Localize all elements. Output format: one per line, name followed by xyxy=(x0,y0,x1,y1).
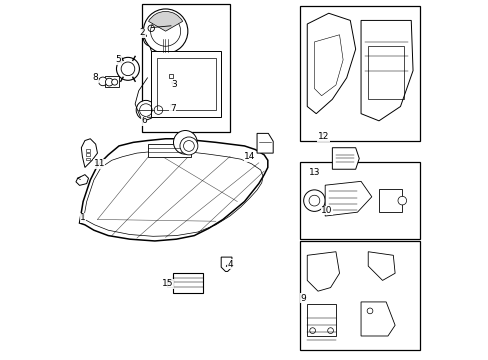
Text: 7: 7 xyxy=(169,104,175,113)
Text: 9: 9 xyxy=(300,294,306,303)
Circle shape xyxy=(143,31,159,46)
Polygon shape xyxy=(306,304,335,336)
Circle shape xyxy=(303,190,325,211)
Bar xyxy=(142,4,230,132)
Text: 8: 8 xyxy=(93,73,99,82)
Bar xyxy=(300,241,419,350)
Text: 1: 1 xyxy=(80,213,86,222)
Polygon shape xyxy=(81,139,97,167)
Text: 2: 2 xyxy=(139,28,145,37)
Polygon shape xyxy=(378,189,402,212)
Circle shape xyxy=(99,77,107,86)
Polygon shape xyxy=(360,302,394,336)
Bar xyxy=(86,158,90,160)
Text: 4: 4 xyxy=(227,260,232,269)
Bar xyxy=(168,74,173,78)
Polygon shape xyxy=(325,181,371,216)
Text: 6: 6 xyxy=(141,116,147,125)
Polygon shape xyxy=(76,175,88,185)
Polygon shape xyxy=(332,148,359,169)
Bar xyxy=(86,153,90,156)
Bar xyxy=(86,149,90,152)
Bar xyxy=(156,58,215,110)
Polygon shape xyxy=(221,257,231,271)
Bar xyxy=(300,162,419,239)
Text: 15: 15 xyxy=(162,279,173,288)
Circle shape xyxy=(105,78,113,86)
Text: 3: 3 xyxy=(171,81,177,90)
Text: 11: 11 xyxy=(93,159,105,168)
Circle shape xyxy=(148,25,154,32)
Polygon shape xyxy=(80,139,267,241)
Text: 14: 14 xyxy=(244,152,255,161)
Polygon shape xyxy=(306,13,355,114)
Circle shape xyxy=(180,137,198,155)
Circle shape xyxy=(397,196,406,205)
Bar xyxy=(172,273,203,293)
Bar xyxy=(300,6,419,140)
Bar xyxy=(147,144,190,157)
Circle shape xyxy=(116,57,139,80)
Text: 5: 5 xyxy=(115,55,121,64)
Polygon shape xyxy=(360,21,412,121)
Wedge shape xyxy=(148,12,183,31)
Circle shape xyxy=(143,9,187,53)
Polygon shape xyxy=(306,252,339,291)
Polygon shape xyxy=(367,252,394,280)
Bar xyxy=(167,280,172,287)
Polygon shape xyxy=(257,134,273,153)
Polygon shape xyxy=(164,68,178,84)
Ellipse shape xyxy=(150,34,170,57)
Circle shape xyxy=(136,100,155,120)
Text: 12: 12 xyxy=(317,132,328,141)
Bar xyxy=(367,45,403,99)
Circle shape xyxy=(111,79,118,85)
Text: 10: 10 xyxy=(321,206,332,215)
Bar xyxy=(151,51,221,117)
Circle shape xyxy=(173,131,197,154)
Text: 13: 13 xyxy=(308,168,320,177)
